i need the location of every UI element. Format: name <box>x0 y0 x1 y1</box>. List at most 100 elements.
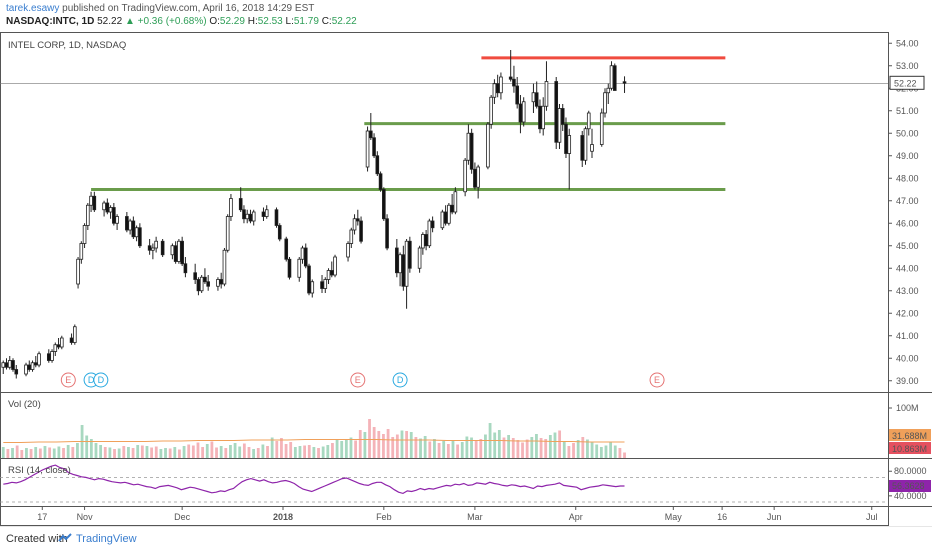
candle <box>408 236 412 273</box>
candle-body <box>421 234 425 249</box>
tradingview-brand-link[interactable]: TradingView <box>76 533 137 545</box>
candle-body <box>229 198 233 217</box>
candle <box>242 205 246 224</box>
candle <box>401 245 406 291</box>
candle-body <box>203 276 207 283</box>
candle <box>50 349 54 363</box>
candle-body <box>300 247 305 260</box>
candle-body <box>138 227 142 247</box>
earnings-marker-icon: E <box>350 372 366 388</box>
candle-body <box>404 240 409 287</box>
candle-body <box>69 337 74 343</box>
volume-bar <box>11 448 14 458</box>
candle-body <box>609 65 614 89</box>
volume-bar <box>395 434 399 458</box>
candle <box>79 241 84 264</box>
candle-body <box>541 105 546 130</box>
volume-bar <box>71 447 75 458</box>
volume-bar <box>535 434 538 458</box>
author-link[interactable]: tarek.esawy <box>6 3 60 14</box>
candle <box>541 97 546 136</box>
price-axis[interactable]: 54.0053.0052.0051.0050.0049.0048.0047.00… <box>888 38 925 386</box>
marker-label: E <box>65 375 71 385</box>
candle-body <box>453 191 458 213</box>
volume-bar <box>191 445 195 458</box>
candle <box>248 209 253 224</box>
candle <box>297 257 302 282</box>
candle <box>307 263 311 296</box>
candle-body <box>326 270 331 280</box>
volume-last-label: 31.688M <box>892 431 927 441</box>
candle <box>53 342 58 356</box>
volume-bar <box>247 447 251 458</box>
volume-bar <box>168 448 172 458</box>
candle-body <box>76 258 80 285</box>
earnings-marker-icon: E <box>649 372 665 388</box>
candle <box>424 230 428 251</box>
low-label: L: <box>285 16 294 27</box>
candle <box>134 225 139 242</box>
volume-bar <box>548 435 552 458</box>
candle <box>486 122 490 170</box>
candle <box>421 232 425 255</box>
candle <box>538 99 542 134</box>
candle-body <box>79 243 84 260</box>
candle <box>427 218 432 248</box>
candle <box>261 207 266 221</box>
candle <box>1 360 6 374</box>
candle-body <box>408 240 412 269</box>
candle <box>453 187 458 215</box>
volume-label: Vol (20) <box>8 399 41 410</box>
candle-body <box>486 123 490 168</box>
candle-body <box>356 218 360 222</box>
candle <box>599 108 604 147</box>
candle <box>60 335 64 350</box>
candle <box>303 243 308 269</box>
candle-body <box>154 240 158 249</box>
candle-body <box>583 128 588 161</box>
candle <box>603 88 607 118</box>
price-tick-label: 49.00 <box>896 151 919 161</box>
candle-body <box>424 234 428 247</box>
tradingview-logo-icon[interactable] <box>58 532 72 544</box>
volume-bar <box>423 436 427 458</box>
candle <box>284 236 289 262</box>
candle <box>466 124 471 165</box>
candle <box>512 65 516 93</box>
candle <box>476 164 480 199</box>
candle-body <box>349 229 354 244</box>
candle-body <box>60 337 64 348</box>
rsi-tick-label: 40.0000 <box>894 491 927 501</box>
candle <box>105 198 110 215</box>
candle-body <box>219 279 223 285</box>
volume-bar <box>131 448 135 458</box>
candle <box>154 236 158 253</box>
volume-bar <box>386 429 390 458</box>
volume-bar <box>201 447 205 458</box>
volume-bar <box>623 452 626 458</box>
time-tick-label: Jun <box>767 512 782 522</box>
candle <box>14 365 19 379</box>
volume-bar <box>307 445 311 458</box>
volume-bar <box>140 445 144 458</box>
rsi-last-label: 56.3628 <box>892 481 925 491</box>
volume-bar <box>400 430 404 458</box>
candle-body <box>590 144 594 152</box>
candle-body <box>499 76 503 94</box>
volume-bar <box>20 450 24 458</box>
volume-bar <box>372 427 376 458</box>
volume-bar <box>340 441 344 458</box>
rsi-line <box>3 464 625 495</box>
time-axis[interactable]: 17 Nov Dec 2018 Feb Mar Apr May 16 Jun Jul <box>37 506 877 522</box>
candle <box>499 72 503 100</box>
candle <box>586 110 591 136</box>
volume-bar <box>43 446 47 458</box>
candle-body <box>333 256 337 276</box>
candle <box>30 360 35 372</box>
volume-bar <box>590 442 594 458</box>
volume-bar <box>117 448 121 458</box>
candle-body <box>463 159 467 193</box>
price-tick-label: 47.00 <box>896 196 919 206</box>
price-tick-label: 43.00 <box>896 286 919 296</box>
